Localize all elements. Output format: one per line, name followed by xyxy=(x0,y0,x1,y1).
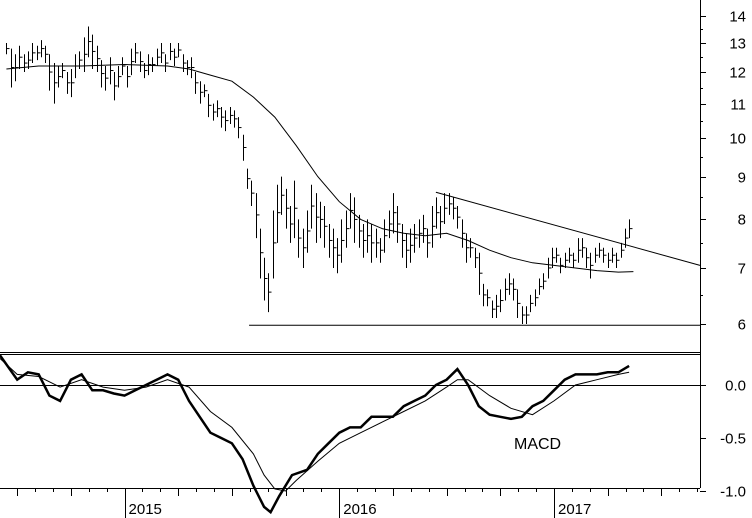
macd-panel xyxy=(0,354,700,515)
macd-annotation: MACD xyxy=(514,436,561,453)
price-ytick-label: 10 xyxy=(729,131,746,148)
price-ytick-label: 12 xyxy=(729,65,746,82)
price-ytick-label: 14 xyxy=(729,9,746,26)
price-ytick-label: 7 xyxy=(738,261,746,278)
x-year-label: 2015 xyxy=(129,501,162,518)
moving-average-line xyxy=(6,63,634,273)
macd-line xyxy=(0,354,630,515)
price-ytick-label: 11 xyxy=(730,97,746,114)
price-panel xyxy=(6,26,701,326)
macd-ytick-label: 0.0 xyxy=(725,378,746,395)
price-ytick-label: 6 xyxy=(738,317,746,334)
signal-line xyxy=(0,358,630,492)
price-ytick-label: 8 xyxy=(738,212,746,229)
x-year-label: 2017 xyxy=(558,501,591,518)
macd-ytick-label: -0.5 xyxy=(720,431,746,448)
price-ytick-label: 13 xyxy=(729,36,746,53)
resistance-trendline xyxy=(435,191,701,266)
macd-ytick-label: -1.0 xyxy=(720,484,746,501)
price-ytick-label: 9 xyxy=(738,170,746,187)
x-year-label: 2016 xyxy=(343,501,376,518)
